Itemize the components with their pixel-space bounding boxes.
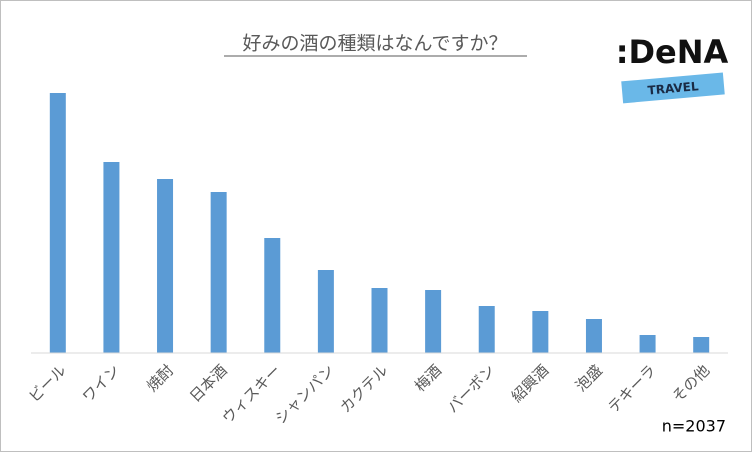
logo-band: TRAVEL — [621, 72, 725, 104]
logo-sub: TRAVEL — [647, 79, 699, 97]
bar — [693, 337, 710, 353]
sample-note: n=2037 — [662, 417, 726, 436]
bar — [478, 306, 495, 353]
chart-title: 好みの酒の種類はなんですか？ — [242, 33, 507, 55]
bar — [103, 162, 120, 353]
bar — [49, 93, 66, 353]
bar — [639, 335, 656, 353]
bar — [371, 288, 388, 353]
logo-band-rect — [621, 72, 725, 104]
bar — [264, 238, 281, 353]
bar — [157, 179, 174, 353]
bar — [425, 290, 442, 353]
bar — [585, 319, 602, 353]
bar — [532, 311, 549, 353]
bar — [210, 192, 227, 353]
logo-brand: :DeNA — [616, 33, 729, 71]
bar — [317, 270, 334, 353]
